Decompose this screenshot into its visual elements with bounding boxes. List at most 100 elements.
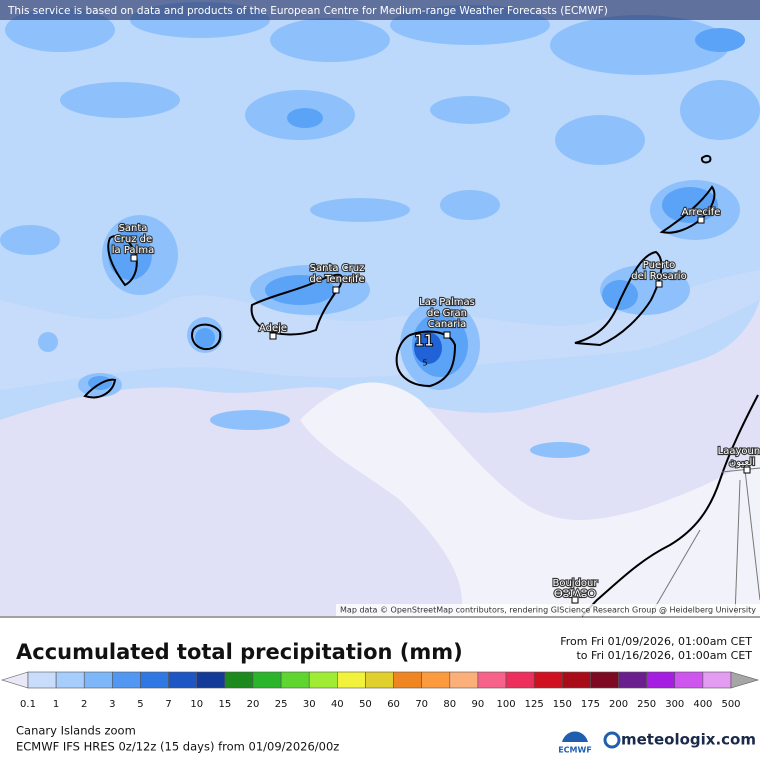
legend-label: 7 xyxy=(165,699,171,710)
place-marker xyxy=(743,466,751,474)
place-label: Puerto xyxy=(643,260,676,271)
legend-swatch xyxy=(590,671,619,689)
place-marker xyxy=(655,280,663,288)
legend-swatch xyxy=(421,671,451,689)
legend-label: 100 xyxy=(496,699,515,710)
place-marker xyxy=(130,254,138,262)
banner: This service is based on data and produc… xyxy=(7,5,608,17)
legend-label: 90 xyxy=(472,699,485,710)
legend-label: 1 xyxy=(53,699,59,710)
legend-swatch xyxy=(196,671,226,689)
place-label: Santa xyxy=(119,223,148,234)
map-value: 11 xyxy=(414,332,433,350)
legend-swatch xyxy=(140,671,169,689)
legend-swatch xyxy=(308,671,338,689)
place-label: Canaria xyxy=(428,319,467,330)
legend-label: 125 xyxy=(525,699,544,710)
borders xyxy=(649,467,760,617)
legend-label: 60 xyxy=(387,699,400,710)
legend-label: 40 xyxy=(331,699,344,710)
legend-swatch xyxy=(449,671,479,689)
legend-swatch xyxy=(55,671,85,689)
ecmwf-logo: ECMWF xyxy=(558,746,592,755)
place-label: la Palma xyxy=(112,245,154,256)
attribution: Map data © OpenStreetMap contributors, r… xyxy=(340,606,756,615)
legend-swatch xyxy=(533,671,563,689)
title: Accumulated total precipitation (mm) xyxy=(16,640,463,664)
legend-label: 70 xyxy=(415,699,428,710)
place-label: Santa Cruz xyxy=(310,263,365,274)
legend-label: 250 xyxy=(637,699,656,710)
legend-label: 175 xyxy=(581,699,600,710)
legend-swatch xyxy=(674,671,704,689)
precip-band xyxy=(0,270,760,390)
place-label: Adeje xyxy=(259,323,287,334)
legend-label: 400 xyxy=(693,699,712,710)
place-marker xyxy=(571,596,579,604)
legend-swatch xyxy=(505,671,535,689)
legend-swatch xyxy=(646,671,676,689)
brand: meteologix.com xyxy=(621,731,756,749)
place-label: Laayoune xyxy=(718,446,760,457)
place-marker xyxy=(697,216,705,224)
period-to: to Fri 01/16/2026, 01:00am CET xyxy=(576,649,752,662)
legend-swatch xyxy=(702,671,732,689)
legend-label: 50 xyxy=(359,699,372,710)
place-marker xyxy=(269,332,277,340)
legend-label: 10 xyxy=(190,699,203,710)
legend-swatch xyxy=(168,671,198,689)
map-value: 5 xyxy=(422,359,427,368)
legend-label: 0.1 xyxy=(20,699,36,710)
legend-swatch xyxy=(112,671,141,689)
model-run: ECMWF IFS HRES 0z/12z (15 days) from 01/… xyxy=(16,740,339,754)
legend-swatch xyxy=(252,671,282,689)
place-label: ⴱⵓⵊⴷⵓⵔ xyxy=(554,589,596,600)
place-label: Las Palmas xyxy=(419,297,475,308)
legend-label: 30 xyxy=(303,699,316,710)
place-marker xyxy=(443,331,451,339)
legend-swatch xyxy=(83,671,113,689)
banner-bg xyxy=(0,0,760,20)
legend-swatch xyxy=(618,671,647,689)
legend-over xyxy=(730,671,760,689)
legend-swatch xyxy=(477,671,507,689)
place-label: Cruz de xyxy=(114,234,152,245)
legend-label: 20 xyxy=(247,699,260,710)
legend-label: 2 xyxy=(81,699,87,710)
legend-swatch xyxy=(393,671,422,689)
place-label: de Tenerife xyxy=(309,274,364,285)
period-from: From Fri 01/09/2026, 01:00am CET xyxy=(560,635,752,648)
legend-label: 200 xyxy=(609,699,628,710)
legend-swatch xyxy=(337,671,366,689)
place-label: del Rosario xyxy=(631,271,686,282)
brand-logo-mark xyxy=(603,731,621,749)
region: Canary Islands zoom xyxy=(16,724,136,738)
legend-label: 500 xyxy=(721,699,740,710)
legend-swatch xyxy=(561,671,591,689)
legend-label: 80 xyxy=(443,699,456,710)
place-marker xyxy=(332,286,340,294)
ecmwf-logo-mark xyxy=(562,731,588,742)
legend-label: 15 xyxy=(218,699,231,710)
precip-core xyxy=(414,332,442,364)
legend-label: 25 xyxy=(275,699,288,710)
legend-swatch xyxy=(280,671,310,689)
legend-swatch xyxy=(27,671,57,689)
dry-area xyxy=(300,382,760,616)
legend-label: 150 xyxy=(553,699,572,710)
legend-swatch xyxy=(365,671,394,689)
place-label: Arrecife xyxy=(682,207,721,218)
legend-label: 300 xyxy=(665,699,684,710)
legend-swatch xyxy=(224,671,254,689)
legend-under xyxy=(0,671,29,689)
attribution-bg xyxy=(336,604,760,616)
legend: 0.1 1 2 3 5 7 10 15 20 25 30 40 50 60 70 80 90 100 125 150 1… xyxy=(0,671,760,710)
place-label: Boujdour xyxy=(552,578,598,589)
legend-label: 5 xyxy=(137,699,143,710)
place-label: العيون xyxy=(729,457,755,468)
place-label: de Gran xyxy=(427,308,467,319)
legend-label: 3 xyxy=(109,699,115,710)
